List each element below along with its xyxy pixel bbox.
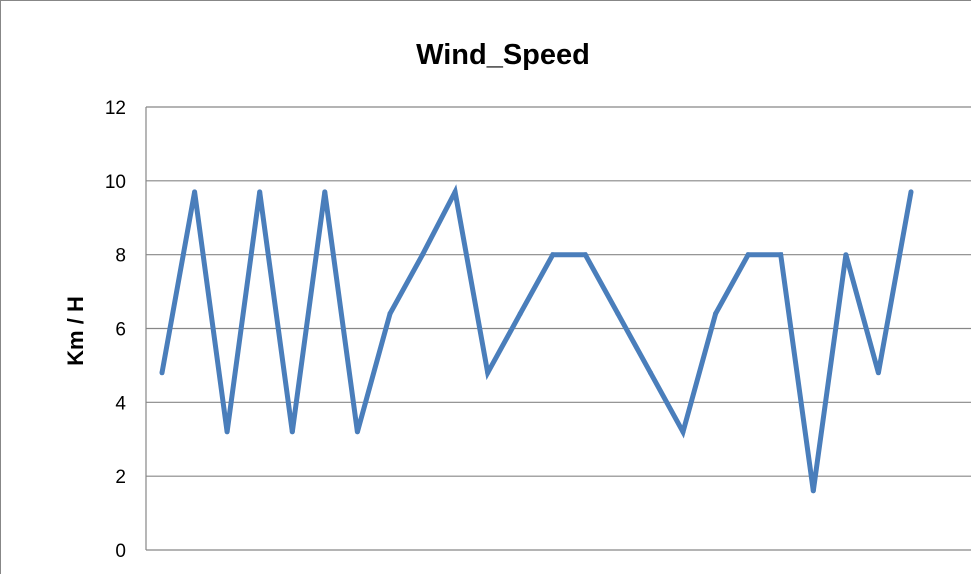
y-tick-label: 8 <box>115 246 126 267</box>
y-tick-label: 10 <box>105 172 126 193</box>
data-point <box>615 311 621 317</box>
y-tick-label: 2 <box>115 467 126 488</box>
data-point <box>289 429 295 435</box>
y-axis-ticks: 0 2 4 6 8 10 12 <box>105 98 127 562</box>
data-point <box>582 252 588 258</box>
series-line-0 <box>159 184 914 492</box>
y-axis-title: Km / H <box>63 296 88 366</box>
data-point <box>745 252 751 258</box>
data-point <box>517 311 523 317</box>
series <box>159 184 914 494</box>
y-tick-label: 0 <box>115 541 126 562</box>
data-point <box>550 252 556 258</box>
chart-title: Wind_Speed <box>416 39 590 71</box>
data-point <box>452 189 458 195</box>
data-point <box>680 429 686 435</box>
y-tick-label: 4 <box>115 393 126 414</box>
data-point <box>875 370 881 376</box>
data-point <box>648 370 653 376</box>
y-tick-label: 12 <box>105 98 126 119</box>
data-point <box>420 252 425 258</box>
data-point <box>908 189 914 195</box>
gridlines <box>146 106 971 551</box>
data-point <box>713 311 719 317</box>
data-point <box>485 370 491 376</box>
data-point <box>322 189 328 195</box>
data-point <box>159 370 165 376</box>
data-point <box>843 252 849 258</box>
data-point <box>778 252 784 258</box>
data-point <box>192 189 198 195</box>
data-point <box>387 311 393 317</box>
data-point <box>224 429 230 435</box>
y-tick-label: 6 <box>115 320 126 341</box>
data-point <box>810 488 816 494</box>
data-point <box>354 429 360 435</box>
data-point <box>257 189 263 195</box>
